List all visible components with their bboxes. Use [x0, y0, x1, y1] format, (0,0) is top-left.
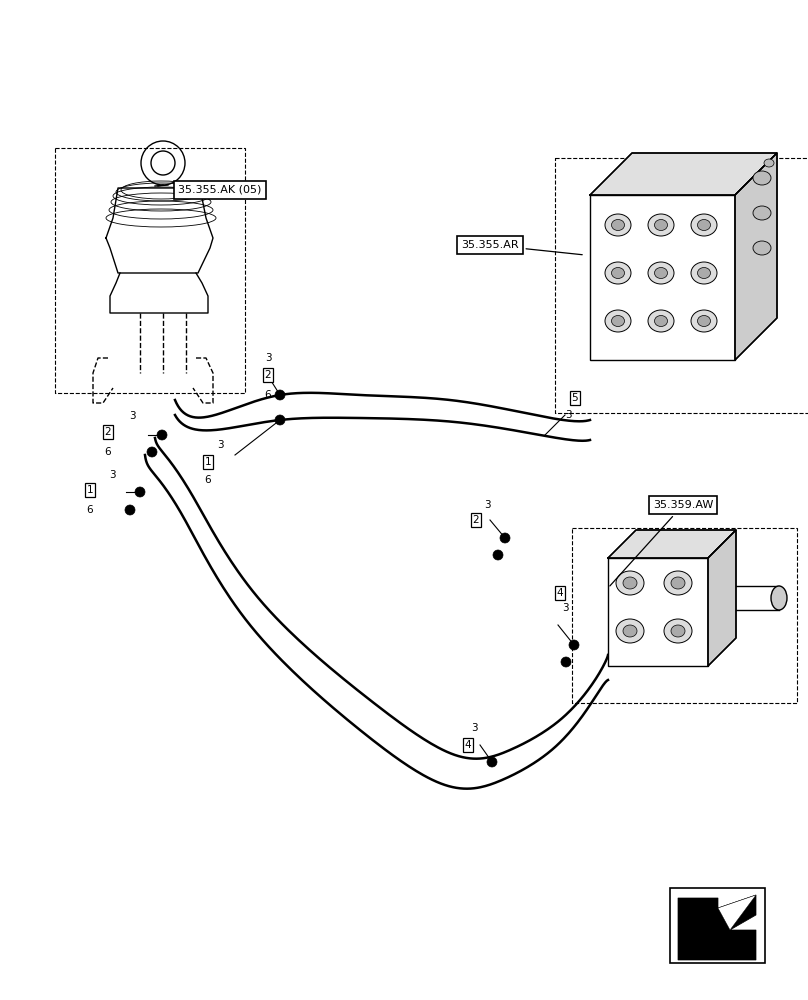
Circle shape [147, 447, 157, 457]
Ellipse shape [664, 619, 692, 643]
Bar [670, 888, 765, 963]
Text: 35.355.AK (05): 35.355.AK (05) [179, 185, 262, 197]
Ellipse shape [612, 267, 625, 278]
Polygon shape [590, 153, 777, 195]
Polygon shape [708, 530, 736, 666]
Ellipse shape [605, 310, 631, 332]
Bar [572, 528, 797, 703]
Text: 35.355.AR: 35.355.AR [461, 240, 583, 255]
Circle shape [500, 533, 510, 543]
Ellipse shape [697, 220, 710, 231]
Ellipse shape [691, 262, 717, 284]
Bar [608, 558, 708, 666]
Ellipse shape [671, 625, 685, 637]
Circle shape [125, 505, 135, 515]
Ellipse shape [664, 571, 692, 595]
Bar [590, 195, 735, 360]
Ellipse shape [764, 159, 774, 167]
Circle shape [157, 430, 167, 440]
Ellipse shape [648, 262, 674, 284]
Ellipse shape [605, 262, 631, 284]
Text: 6: 6 [105, 447, 112, 457]
Polygon shape [678, 895, 756, 960]
Polygon shape [608, 530, 736, 558]
Circle shape [275, 415, 285, 425]
Text: 3: 3 [109, 470, 116, 480]
Ellipse shape [612, 220, 625, 231]
Ellipse shape [753, 171, 771, 185]
Ellipse shape [612, 316, 625, 326]
Ellipse shape [623, 577, 637, 589]
Text: 3: 3 [265, 353, 271, 363]
Circle shape [561, 657, 571, 667]
Circle shape [569, 640, 579, 650]
Polygon shape [718, 895, 756, 930]
Circle shape [493, 550, 503, 560]
Ellipse shape [605, 214, 631, 236]
Text: 2: 2 [105, 427, 112, 437]
Circle shape [275, 390, 285, 400]
Ellipse shape [697, 267, 710, 278]
Ellipse shape [753, 206, 771, 220]
Text: 2: 2 [265, 370, 271, 380]
Ellipse shape [671, 577, 685, 589]
Text: 6: 6 [86, 505, 93, 515]
Text: 6: 6 [204, 475, 212, 485]
Text: 35.359.AW: 35.359.AW [610, 500, 713, 586]
Bar [55, 148, 245, 393]
Ellipse shape [648, 214, 674, 236]
Text: 3: 3 [562, 603, 568, 613]
Text: 3: 3 [128, 411, 135, 421]
Text: 3: 3 [484, 500, 490, 510]
Text: 3: 3 [565, 410, 571, 420]
Ellipse shape [771, 586, 787, 610]
Text: 6: 6 [265, 390, 271, 400]
Ellipse shape [753, 241, 771, 255]
Ellipse shape [697, 316, 710, 326]
Circle shape [487, 757, 497, 767]
Ellipse shape [616, 571, 644, 595]
Ellipse shape [623, 625, 637, 637]
Bar [555, 158, 808, 413]
Text: 1: 1 [86, 485, 93, 495]
Text: 3: 3 [217, 440, 223, 450]
Ellipse shape [654, 220, 667, 231]
Text: 1: 1 [204, 457, 212, 467]
Text: 4: 4 [557, 588, 563, 598]
Ellipse shape [654, 267, 667, 278]
Ellipse shape [616, 619, 644, 643]
Text: 3: 3 [471, 723, 478, 733]
Ellipse shape [691, 310, 717, 332]
Ellipse shape [691, 214, 717, 236]
Text: 2: 2 [473, 515, 479, 525]
Ellipse shape [654, 316, 667, 326]
Circle shape [135, 487, 145, 497]
Polygon shape [735, 153, 777, 360]
Ellipse shape [648, 310, 674, 332]
Text: 5: 5 [572, 393, 579, 403]
Text: 4: 4 [465, 740, 471, 750]
